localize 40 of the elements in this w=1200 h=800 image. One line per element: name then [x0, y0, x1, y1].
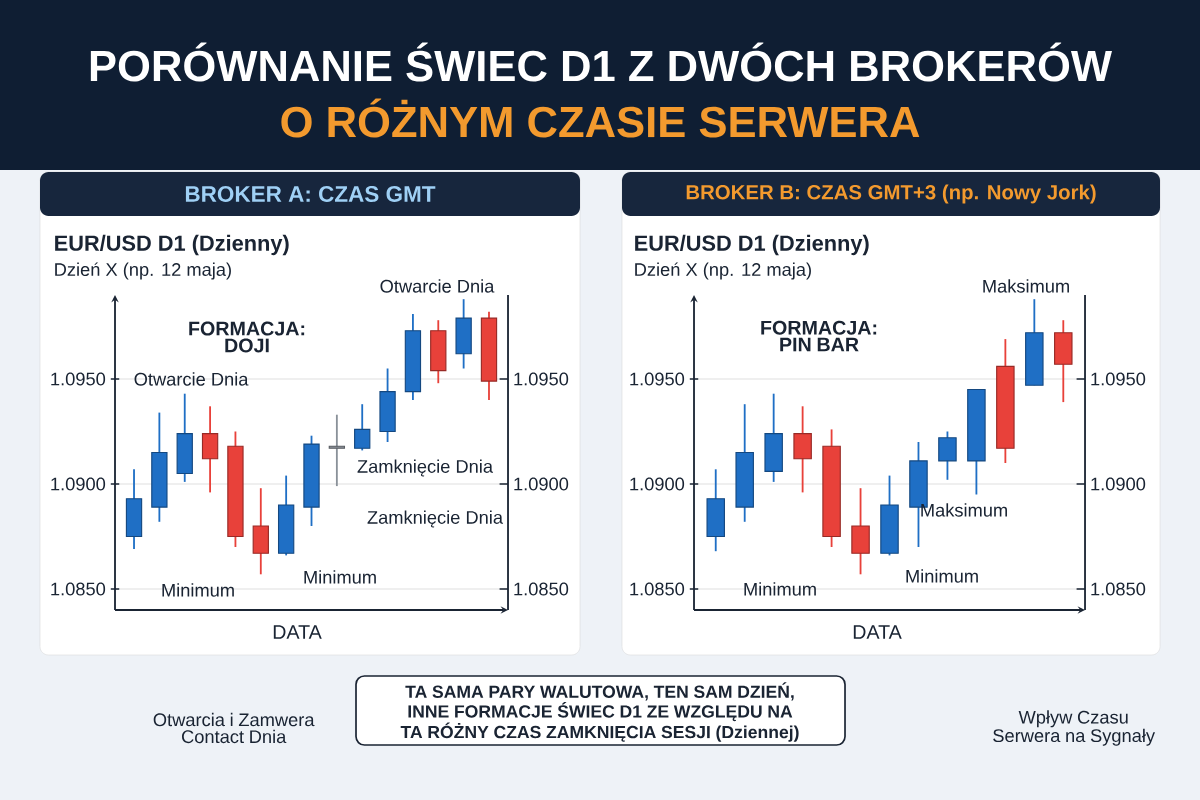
annotation: Maksimum — [921, 503, 1007, 517]
y-tick-label: 1.0850 — [630, 582, 685, 596]
text: Dzień X (np. 12 maja) — [635, 262, 811, 280]
text: Otwarcie Dnia — [380, 279, 495, 293]
y2-tick-label: 1.0950 — [1091, 372, 1146, 386]
annotation: Minimum — [304, 570, 376, 584]
y2-tick-label: 1.0900 — [1091, 477, 1146, 491]
candlestick — [328, 413, 346, 488]
y-tick-label: 1.0950 — [630, 372, 685, 386]
y-tick-label: 1.0900 — [630, 477, 685, 491]
y2-tick-label: 1.0950 — [514, 372, 569, 386]
y-tick-label: 1.0900 — [51, 477, 106, 491]
text: TA SAMA PARY WALUTOWA, TEN SAM DZIEŃ, INNE FORMACJE ŚWIEC D1 ZE WZGLĘDU NA TA RÓŻNY CZAS ZAMKNIĘCIA SESJI (Dziennej) — [400, 682, 799, 742]
annotation: Zamknięcie Dnia — [357, 459, 494, 477]
chart-title: BROKER B: CZAS GMT+3 (np. Nowy Jork) — [686, 184, 1096, 204]
candlestick — [354, 403, 371, 452]
annotation: Minimum — [162, 583, 234, 597]
y2-tick-label: 1.0850 — [514, 582, 569, 596]
x-axis-title: DATA — [853, 625, 902, 639]
x-axis-title: DATA — [273, 625, 322, 639]
y2-tick-label: 1.0850 — [1091, 582, 1146, 596]
annotation: Otwarcie Dnia — [134, 372, 249, 386]
chart-title: BROKER A: CZAS GMT — [185, 186, 436, 202]
text: Otwarcia i Zamwera Contact Dnia — [153, 712, 315, 744]
annotation: Zamknięcie Dnia — [367, 510, 504, 528]
candlestick — [938, 430, 957, 481]
text: Dzień X (np. 12 maja) — [55, 262, 231, 280]
annotation: Minimum — [906, 569, 978, 583]
chart-subtitle: EUR/USD D1 (Dzienny) — [635, 234, 869, 256]
text: Wpływ Czasu Serwera na Sygnały — [993, 710, 1156, 746]
annotation: FORMACJA: DOJI — [189, 321, 305, 353]
y-tick-label: 1.0950 — [51, 372, 106, 386]
chart-subtitle: EUR/USD D1 (Dzienny) — [55, 234, 289, 256]
y-tick-label: 1.0850 — [51, 582, 106, 596]
text: O RÓŻNYM CZASIE SERWERA — [281, 98, 920, 138]
annotation: FORMACJA: PIN BAR — [761, 320, 877, 352]
text: Maksimum — [983, 279, 1069, 293]
y2-tick-label: 1.0900 — [514, 477, 569, 491]
text: PORÓWNANIE ŚWIEC D1 Z DWÓCH BROKERÓW — [90, 42, 1113, 82]
annotation: Minimum — [744, 582, 816, 596]
